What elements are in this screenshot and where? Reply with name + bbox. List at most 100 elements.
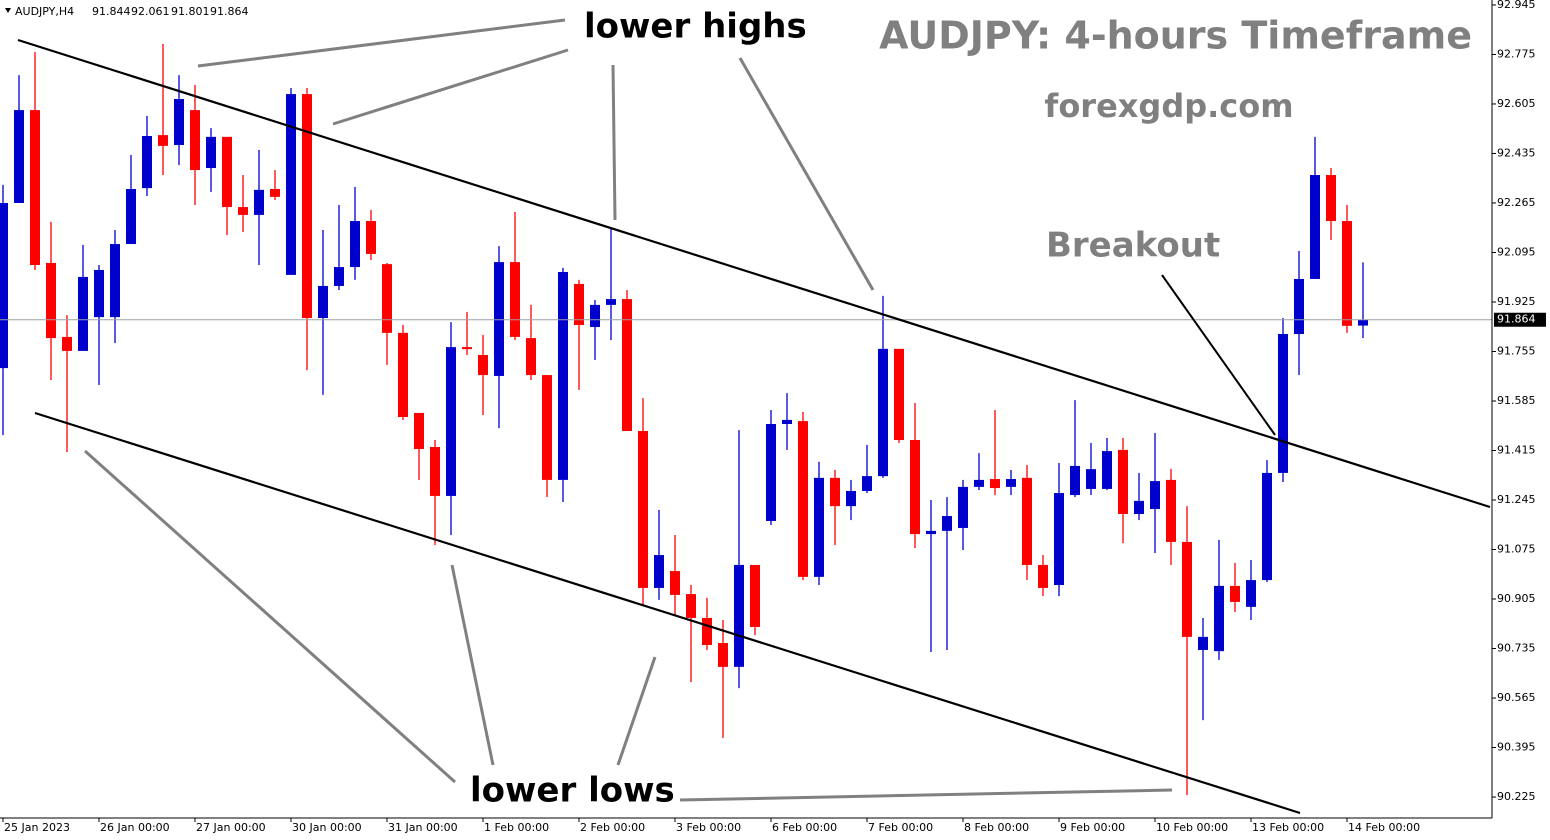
candle-body (366, 221, 376, 254)
pointers (83, 18, 1173, 802)
candle-body (590, 304, 600, 328)
y-tick-label: 90.735 (1497, 642, 1536, 655)
candle-body (638, 430, 648, 588)
header-open: 91.844 (92, 5, 131, 18)
candle-body (1070, 465, 1080, 496)
y-tick-label: 91.075 (1497, 543, 1536, 556)
candle-body (718, 642, 728, 667)
pointer (332, 48, 569, 126)
x-tick-label: 1 Feb 00:00 (484, 821, 549, 834)
candle-body (14, 110, 24, 203)
candle-body (1118, 449, 1128, 514)
candle-body (1038, 564, 1048, 588)
candle-body (430, 447, 440, 496)
candle-body (894, 348, 904, 441)
candle-body (1214, 585, 1224, 652)
candle-body (286, 94, 296, 275)
pointer (611, 64, 617, 221)
candle-body (1134, 500, 1144, 514)
x-tick-label: 8 Feb 00:00 (964, 821, 1029, 834)
x-tick-label: 2 Feb 00:00 (580, 821, 645, 834)
candle-body (126, 188, 136, 245)
x-tick-label: 13 Feb 00:00 (1252, 821, 1324, 834)
candle-body (190, 110, 200, 171)
candle-body (798, 421, 808, 577)
candle-body (558, 271, 568, 480)
candle-body (990, 479, 1000, 489)
x-tick-label: 27 Jan 00:00 (196, 821, 266, 834)
candle-body (542, 375, 552, 480)
annotation: lower highs (584, 7, 807, 47)
candle-body (46, 262, 56, 339)
candle-body (782, 419, 792, 424)
candle-body (1262, 472, 1272, 581)
x-tick-label: 10 Feb 00:00 (1156, 821, 1228, 834)
y-tick-label: 92.775 (1497, 47, 1536, 60)
candle-body (222, 136, 232, 208)
candle-body (174, 99, 184, 146)
candle-body (814, 477, 824, 577)
candle-body (398, 332, 408, 418)
candle-body (1294, 278, 1304, 335)
chart-title: AUDJPY: 4-hours Timeframe (879, 14, 1472, 58)
candle-body (1150, 481, 1160, 510)
pointer (616, 656, 657, 766)
y-tick-label: 91.245 (1497, 493, 1536, 506)
candle-body (1342, 221, 1352, 326)
x-tick-label: 30 Jan 00:00 (292, 821, 362, 834)
y-tick-label: 92.605 (1497, 97, 1536, 110)
x-tick-label: 14 Feb 00:00 (1348, 821, 1420, 834)
candle-body (878, 348, 888, 477)
x-tick-label: 31 Jan 00:00 (388, 821, 458, 834)
x-tick-label: 6 Feb 00:00 (772, 821, 837, 834)
candle-body (606, 299, 616, 305)
candle-body (958, 486, 968, 528)
y-tick-label: 90.225 (1497, 790, 1536, 803)
y-tick-label: 92.095 (1497, 245, 1536, 258)
candle-body (734, 564, 744, 667)
candle-body (926, 530, 936, 535)
candle-body (1198, 636, 1208, 650)
candle-body (1246, 580, 1256, 607)
candle-body (510, 262, 520, 337)
candle-body (1310, 175, 1320, 279)
y-tick-label: 91.585 (1497, 394, 1536, 407)
candle-body (0, 202, 8, 369)
candle-body (302, 94, 312, 318)
plot (0, 43, 1492, 795)
candle-body (462, 347, 472, 350)
candle-body (62, 336, 72, 351)
candle-body (974, 479, 984, 487)
annotation: lower lows (470, 771, 675, 811)
y-tick-label: 92.945 (1497, 0, 1536, 11)
candle-body (1086, 469, 1096, 489)
pointer (679, 788, 1173, 802)
y-tick-label: 90.565 (1497, 691, 1536, 704)
y-tick-label: 90.905 (1497, 592, 1536, 605)
candle-body (830, 477, 840, 507)
y-tick-label: 91.415 (1497, 443, 1536, 456)
candle-body (414, 412, 424, 450)
symbol: AUDJPY,H4 (15, 5, 74, 18)
y-tick-label: 92.265 (1497, 196, 1536, 209)
candle-body (766, 423, 776, 521)
candle-body (1054, 493, 1064, 586)
x-tick-label: 7 Feb 00:00 (868, 821, 933, 834)
candle-body (270, 188, 280, 197)
candle-body (1358, 319, 1368, 326)
candle-body (158, 135, 168, 146)
candle-body (494, 262, 504, 376)
header-close: 91.864 (210, 5, 249, 18)
y-tick-label: 91.755 (1497, 344, 1536, 357)
candle-body (110, 244, 120, 318)
x-tick-label: 3 Feb 00:00 (676, 821, 741, 834)
candle-body (78, 276, 88, 351)
candle-body (1166, 479, 1176, 542)
upper-trend-line (17, 38, 1491, 509)
header-low: 91.801 (171, 5, 210, 18)
candle-body (574, 283, 584, 325)
candle-body (942, 516, 952, 531)
candle-body (94, 269, 104, 318)
